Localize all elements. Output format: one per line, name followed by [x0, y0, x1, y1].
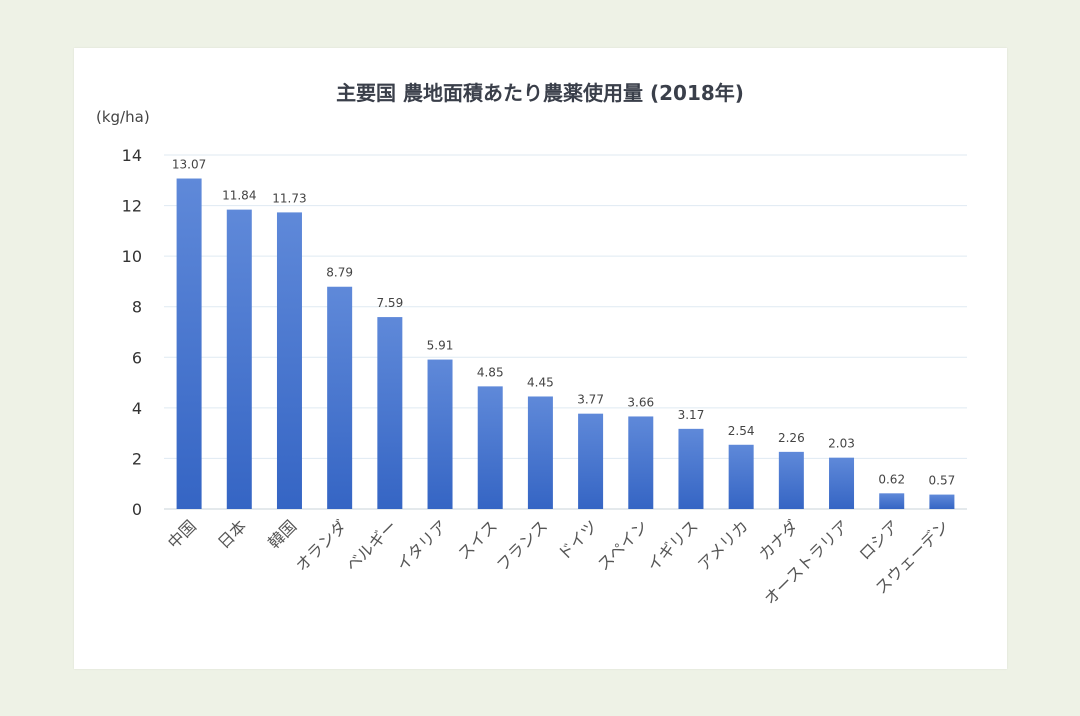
bar	[477, 386, 503, 509]
y-tick-label: 10	[122, 247, 142, 266]
y-tick-label: 6	[132, 348, 142, 367]
data-label: 2.54	[728, 424, 755, 438]
data-label: 11.84	[222, 189, 256, 203]
x-tick-label: アメリカ	[694, 516, 752, 574]
chart-card: 主要国 農地面積あたり農薬使用量 (2018年) (kg/ha) 0 2 4 6 8 10…	[74, 48, 1007, 669]
x-tick-label: カナダ	[755, 516, 802, 563]
bar-chart: 主要国 農地面積あたり農薬使用量 (2018年) (kg/ha) 0 2 4 6 8 10…	[96, 81, 967, 608]
x-tick-label: イギリス	[643, 516, 702, 575]
x-tick-label: 韓国	[264, 516, 300, 552]
y-tick-label: 0	[132, 500, 142, 519]
data-label: 3.66	[627, 395, 654, 409]
data-label: 4.85	[477, 365, 504, 379]
bar	[377, 317, 403, 509]
bar	[879, 493, 905, 509]
bar	[778, 451, 804, 509]
data-label: 5.91	[427, 339, 454, 353]
chart-title: 主要国 農地面積あたり農薬使用量 (2018年)	[336, 81, 744, 105]
y-tick-label: 8	[132, 298, 142, 317]
y-axis-unit-label: (kg/ha)	[96, 108, 150, 126]
data-label: 4.45	[527, 375, 554, 389]
x-tick-label: ロシア	[855, 516, 902, 563]
data-label: 2.26	[778, 431, 805, 445]
bar	[276, 212, 302, 510]
x-tick-label: ドイツ	[554, 516, 601, 563]
data-label: 13.07	[172, 158, 206, 172]
data-label: 0.57	[929, 474, 956, 488]
x-tick-label: 日本	[214, 516, 250, 552]
x-tick-label: オランダ	[292, 516, 351, 575]
bar	[578, 413, 604, 509]
bar	[678, 428, 704, 509]
data-label: 3.77	[577, 393, 604, 407]
x-tick-label: 中国	[164, 516, 200, 552]
data-label: 11.73	[272, 191, 306, 205]
data-label: 2.03	[828, 437, 855, 451]
bar	[929, 494, 955, 509]
x-tick-label: スイス	[454, 516, 501, 563]
y-tick-label: 4	[132, 399, 142, 418]
data-label: 3.17	[678, 408, 705, 422]
y-tick-label: 14	[122, 146, 142, 165]
x-tick-label: スペイン	[594, 516, 652, 574]
y-tick-label: 12	[122, 197, 142, 216]
bar	[628, 416, 654, 509]
y-tick-label: 2	[132, 449, 142, 468]
bar	[226, 209, 252, 510]
bar	[829, 457, 855, 509]
bar	[427, 359, 453, 509]
bar	[728, 444, 754, 509]
data-label: 7.59	[376, 296, 403, 310]
bar	[176, 178, 202, 509]
x-tick-label: フランス	[493, 516, 551, 574]
data-label: 8.79	[326, 266, 353, 280]
x-tick-label: ベルギー	[342, 516, 401, 575]
bar	[527, 396, 553, 509]
data-label: 0.62	[878, 472, 905, 486]
x-tick-label: イタリア	[393, 516, 451, 574]
bar	[327, 286, 353, 509]
